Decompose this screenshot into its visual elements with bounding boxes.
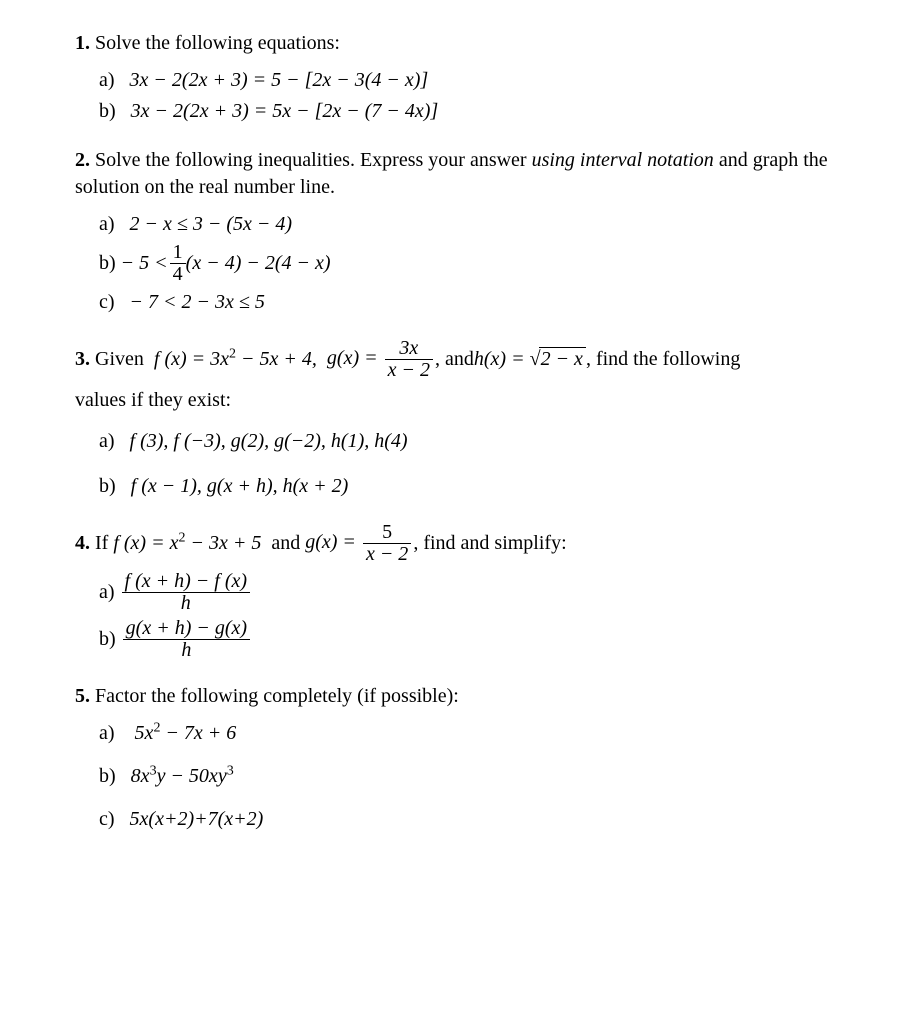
f-def-sup: 2 [229,346,236,361]
fraction-icon: 1 4 [170,242,186,285]
problem-1-number: 1. [75,32,90,54]
item-label: a) [99,722,115,744]
problem-1-prompt: Solve the following equations: [95,32,340,54]
h-def-pre: h(x) = [474,348,530,370]
item-label: c) [99,808,115,830]
item-label: b) [99,765,116,787]
frac-den: h [122,593,251,614]
item-expr: f (3), f (−3), g(2), g(−2), h(1), h(4) [130,430,408,452]
item-label: c) [99,291,115,313]
problem-4-head: 4. If f (x) = x2 − 3x + 5 and g(x) = 5 x… [75,522,842,565]
f-def-pre: f (x) = 3x [154,348,229,370]
mid-text: , and [435,346,474,373]
h-sqrt-rad: 2 − x [539,347,586,370]
item-expr: 3x − 2(2x + 3) = 5 − [2x − 3(4 − x)] [130,69,429,91]
item-pre: 5x [135,722,154,744]
fraction-icon: 5 x − 2 [363,522,411,565]
worksheet-page: 1. Solve the following equations: a) 3x … [0,0,917,1024]
problem-3: 3. Given f (x) = 3x2 − 5x + 4, g(x) = 3x… [75,338,842,500]
g-def-pre: g(x) = [305,531,361,553]
item-label: a) [99,430,115,452]
fraction-icon: g(x + h) − g(x) h [123,618,250,661]
problem-4-items: a) f (x + h) − f (x) h b) g(x + h) − g(x… [75,571,842,661]
problem-5-prompt: Factor the following completely (if poss… [95,685,459,707]
item-expr-suffix: (x − 4) − 2(4 − x) [186,250,331,277]
problem-4-item-a: a) f (x + h) − f (x) h [99,571,842,614]
problem-2-number: 2. [75,149,90,171]
item-label: b) [99,626,116,653]
if-label: If [95,530,108,557]
item-label: a) [99,579,115,606]
frac-den: 4 [170,264,186,285]
problem-3-head: 3. Given f (x) = 3x2 − 5x + 4, g(x) = 3x… [75,338,842,381]
item-expr: 5x(x+2)+7(x+2) [130,808,264,830]
item-expr: f (x − 1), g(x + h), h(x + 2) [131,475,349,497]
item-sup2: 3 [227,763,234,778]
tail-text: , find the following [586,346,740,373]
g-frac-den: x − 2 [385,360,433,381]
f-def-post: − 3x + 5 [185,532,261,554]
item-pre: 8x [131,765,150,787]
item-label: b) [99,250,116,277]
problem-1: 1. Solve the following equations: a) 3x … [75,30,842,125]
problem-1-items: a) 3x − 2(2x + 3) = 5 − [2x − 3(4 − x)] … [75,67,842,125]
problem-2-item-a: a) 2 − x ≤ 3 − (5x − 4) [99,211,842,238]
frac-num: g(x + h) − g(x) [123,618,250,640]
problem-2-item-b: b) − 5 < 1 4 (x − 4) − 2(4 − x) [99,242,842,285]
problem-2-head: 2. Solve the following inequalities. Exp… [75,147,842,201]
tail-text: , find and simplify: [413,530,566,557]
item-expr-prefix: − 5 < [121,250,168,277]
fraction-icon: f (x + h) − f (x) h [122,571,251,614]
item-label: b) [99,100,116,122]
g-frac-num: 3x [385,338,433,360]
item-expr: − 7 < 2 − 3x ≤ 5 [130,291,265,313]
item-label: b) [99,475,116,497]
item-mid: y − 50xy [157,765,227,787]
item-expr: 2 − x ≤ 3 − (5x − 4) [130,213,293,235]
problem-5-items: a) 5x2 − 7x + 6 b) 8x3y − 50xy3 c) 5x(x+… [75,720,842,833]
problem-4: 4. If f (x) = x2 − 3x + 5 and g(x) = 5 x… [75,522,842,661]
frac-num: f (x + h) − f (x) [122,571,251,593]
item-expr: 3x − 2(2x + 3) = 5x − [2x − (7 − 4x)] [131,100,439,122]
fraction-icon: 3x x − 2 [385,338,433,381]
problem-3-item-a: a) f (3), f (−3), g(2), g(−2), h(1), h(4… [99,428,842,455]
problem-5-number: 5. [75,685,90,707]
problem-2-items: a) 2 − x ≤ 3 − (5x − 4) b) − 5 < 1 4 (x … [75,211,842,316]
item-post: − 7x + 6 [160,722,236,744]
problem-2: 2. Solve the following inequalities. Exp… [75,147,842,316]
problem-2-prompt-em: using interval notation [532,149,714,171]
item-label: a) [99,213,115,235]
f-def-pre: f (x) = x [113,532,178,554]
problem-2-prompt-pre: Solve the following inequalities. Expres… [95,149,532,171]
problem-3-item-b: b) f (x − 1), g(x + h), h(x + 2) [99,473,842,500]
f-def-post: − 5x + 4, [236,348,317,370]
frac-den: h [123,640,250,661]
problem-5: 5. Factor the following completely (if p… [75,683,842,833]
problem-4-number: 4. [75,530,90,557]
item-label: a) [99,69,115,91]
problem-1-head: 1. Solve the following equations: [75,30,842,57]
given-label: Given [95,346,144,373]
problem-5-item-a: a) 5x2 − 7x + 6 [99,720,842,747]
frac-num: 1 [170,242,186,264]
g-def-pre: g(x) = [327,347,383,369]
problem-4-item-b: b) g(x + h) − g(x) h [99,618,842,661]
problem-5-item-c: c) 5x(x+2)+7(x+2) [99,806,842,833]
problem-1-item-b: b) 3x − 2(2x + 3) = 5x − [2x − (7 − 4x)] [99,98,842,125]
g-frac-num: 5 [363,522,411,544]
problem-2-item-c: c) − 7 < 2 − 3x ≤ 5 [99,289,842,316]
problem-3-items: a) f (3), f (−3), g(2), g(−2), h(1), h(4… [75,428,842,500]
problem-1-item-a: a) 3x − 2(2x + 3) = 5 − [2x − 3(4 − x)] [99,67,842,94]
g-frac-den: x − 2 [363,544,411,565]
and-word: and [271,530,300,557]
item-sup: 3 [150,763,157,778]
problem-3-second-line: values if they exist: [75,387,842,414]
sqrt-icon: √2 − x [530,346,586,373]
problem-5-item-b: b) 8x3y − 50xy3 [99,763,842,790]
problem-5-head: 5. Factor the following completely (if p… [75,683,842,710]
problem-3-number: 3. [75,346,90,373]
